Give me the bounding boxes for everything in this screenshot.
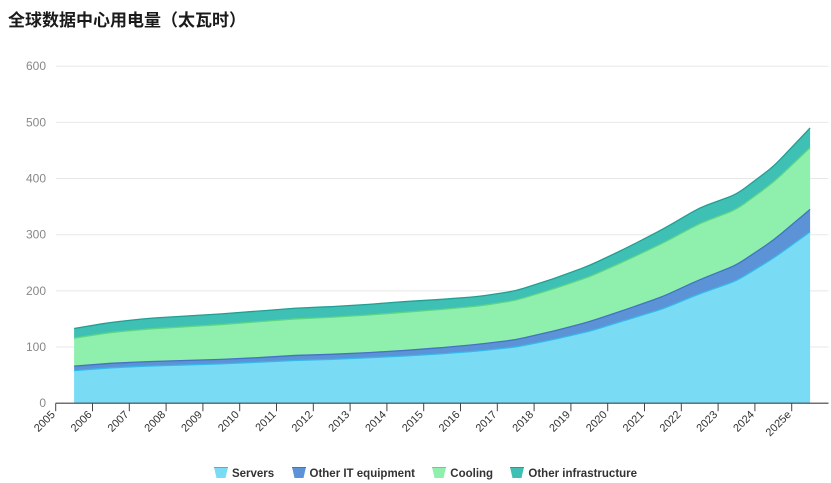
svg-text:2005: 2005 bbox=[32, 409, 58, 435]
svg-text:2011: 2011 bbox=[253, 409, 278, 434]
svg-text:2014: 2014 bbox=[363, 409, 389, 435]
svg-text:0: 0 bbox=[39, 396, 46, 410]
svg-text:2007: 2007 bbox=[106, 409, 132, 435]
svg-text:600: 600 bbox=[26, 59, 46, 73]
svg-text:2012: 2012 bbox=[290, 409, 316, 435]
svg-text:2021: 2021 bbox=[621, 409, 647, 435]
svg-text:2015: 2015 bbox=[400, 409, 426, 435]
svg-text:2018: 2018 bbox=[510, 409, 536, 435]
svg-text:300: 300 bbox=[26, 228, 46, 242]
svg-text:500: 500 bbox=[26, 115, 46, 129]
svg-text:2008: 2008 bbox=[142, 409, 168, 435]
svg-text:100: 100 bbox=[26, 340, 46, 354]
svg-text:2016: 2016 bbox=[437, 409, 463, 435]
svg-text:2017: 2017 bbox=[474, 409, 500, 435]
svg-text:2024: 2024 bbox=[731, 409, 757, 435]
svg-text:2009: 2009 bbox=[179, 409, 205, 435]
svg-text:2013: 2013 bbox=[326, 409, 352, 435]
svg-text:2020: 2020 bbox=[584, 409, 610, 435]
svg-text:2025e: 2025e bbox=[764, 409, 794, 439]
svg-text:2010: 2010 bbox=[216, 409, 242, 435]
svg-text:400: 400 bbox=[26, 172, 46, 186]
svg-text:2006: 2006 bbox=[69, 409, 95, 435]
svg-text:2022: 2022 bbox=[658, 409, 684, 435]
svg-text:2019: 2019 bbox=[547, 409, 573, 435]
svg-text:200: 200 bbox=[26, 284, 46, 298]
svg-text:2023: 2023 bbox=[694, 409, 720, 435]
